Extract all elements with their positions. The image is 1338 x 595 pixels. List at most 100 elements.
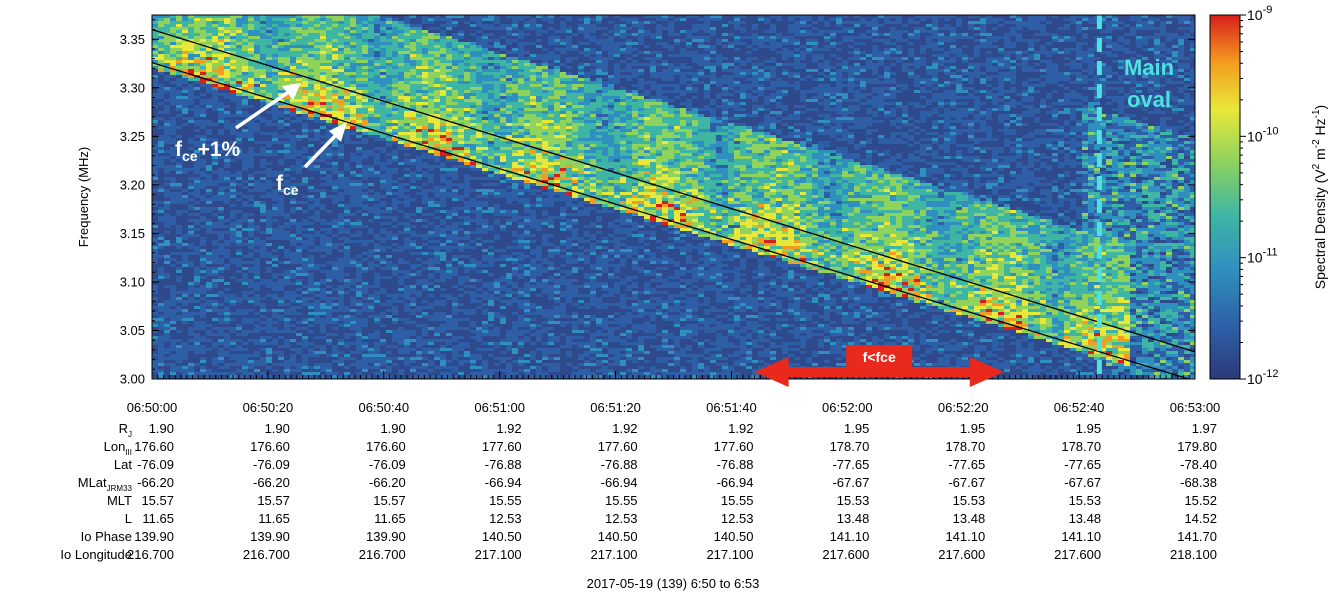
heatmap-cell xyxy=(248,96,254,99)
heatmap-cell xyxy=(464,21,470,24)
heatmap-cell xyxy=(404,117,410,120)
heatmap-cell xyxy=(392,96,398,99)
heatmap-cell xyxy=(470,111,476,114)
heatmap-cell xyxy=(332,222,338,225)
heatmap-cell xyxy=(206,48,212,51)
heatmap-cell xyxy=(230,189,236,192)
heatmap-cell xyxy=(338,249,344,252)
heatmap-cell xyxy=(176,39,182,42)
heatmap-cell xyxy=(290,147,296,150)
heatmap-cell xyxy=(296,30,302,33)
heatmap-cell xyxy=(218,66,224,69)
heatmap-cell xyxy=(434,246,440,249)
heatmap-cell xyxy=(392,141,398,144)
heatmap-cell xyxy=(200,45,206,48)
heatmap-cell xyxy=(476,102,482,105)
heatmap-cell xyxy=(224,153,230,156)
heatmap-cell xyxy=(476,354,482,357)
heatmap-cell xyxy=(380,45,386,48)
heatmap-cell xyxy=(200,126,206,129)
heatmap-cell xyxy=(392,267,398,270)
heatmap-cell xyxy=(170,33,176,36)
heatmap-cell xyxy=(266,48,272,51)
heatmap-cell xyxy=(392,264,398,267)
heatmap-cell xyxy=(452,63,458,66)
heatmap-cell xyxy=(368,39,374,42)
heatmap-cell xyxy=(398,135,404,138)
heatmap-cell xyxy=(194,63,200,66)
heatmap-cell xyxy=(278,183,284,186)
heatmap-cell xyxy=(296,54,302,57)
heatmap-cell xyxy=(506,294,512,297)
heatmap-cell xyxy=(470,198,476,201)
heatmap-cell xyxy=(296,39,302,42)
heatmap-cell xyxy=(296,99,302,102)
heatmap-cell xyxy=(506,222,512,225)
heatmap-cell xyxy=(434,144,440,147)
heatmap-cell xyxy=(314,102,320,105)
heatmap-cell xyxy=(410,57,416,60)
heatmap-cell xyxy=(494,81,500,84)
heatmap-cell xyxy=(494,66,500,69)
heatmap-cell xyxy=(458,228,464,231)
heatmap-cell xyxy=(284,363,290,366)
heatmap-cell xyxy=(242,357,248,360)
heatmap-cell xyxy=(164,123,170,126)
heatmap-cell xyxy=(368,231,374,234)
heatmap-cell xyxy=(440,234,446,237)
heatmap-cell xyxy=(368,21,374,24)
heatmap-cell xyxy=(500,264,506,267)
heatmap-cell xyxy=(296,135,302,138)
heatmap-cell xyxy=(368,333,374,336)
heatmap-cell xyxy=(230,18,236,21)
heatmap-cell xyxy=(248,165,254,168)
heatmap-cell xyxy=(248,57,254,60)
heatmap-cell xyxy=(230,141,236,144)
heatmap-cell xyxy=(362,375,368,378)
heatmap-cell xyxy=(362,207,368,210)
heatmap-cell xyxy=(182,63,188,66)
heatmap-cell xyxy=(458,120,464,123)
heatmap-cell xyxy=(422,225,428,228)
heatmap-cell xyxy=(176,228,182,231)
heatmap-cell xyxy=(422,147,428,150)
heatmap-cell xyxy=(254,96,260,99)
heatmap-cell xyxy=(272,36,278,39)
heatmap-cell xyxy=(350,45,356,48)
heatmap-cell xyxy=(164,216,170,219)
heatmap-cell xyxy=(488,99,494,102)
heatmap-cell xyxy=(476,153,482,156)
heatmap-cell xyxy=(206,270,212,273)
heatmap-cell xyxy=(284,249,290,252)
heatmap-cell xyxy=(434,78,440,81)
heatmap-cell xyxy=(182,36,188,39)
heatmap-cell xyxy=(320,150,326,153)
heatmap-cell xyxy=(410,63,416,66)
heatmap-cell xyxy=(260,84,266,87)
heatmap-cell xyxy=(170,222,176,225)
heatmap-cell xyxy=(380,42,386,45)
heatmap-cell xyxy=(164,90,170,93)
heatmap-cell xyxy=(284,318,290,321)
heatmap-cell xyxy=(482,129,488,132)
heatmap-cell xyxy=(464,342,470,345)
heatmap-cell xyxy=(356,150,362,153)
heatmap-cell xyxy=(260,21,266,24)
heatmap-cell xyxy=(452,96,458,99)
heatmap-cell xyxy=(266,279,272,282)
heatmap-cell xyxy=(194,159,200,162)
heatmap-cell xyxy=(344,141,350,144)
heatmap-cell xyxy=(380,84,386,87)
heatmap-cell xyxy=(308,237,314,240)
heatmap-cell xyxy=(452,345,458,348)
heatmap-cell xyxy=(308,30,314,33)
heatmap-cell xyxy=(308,36,314,39)
heatmap-cell xyxy=(182,75,188,78)
heatmap-cell xyxy=(176,354,182,357)
heatmap-cell xyxy=(494,258,500,261)
heatmap-cell xyxy=(476,21,482,24)
heatmap-cell xyxy=(176,57,182,60)
heatmap-cell xyxy=(200,108,206,111)
heatmap-cell xyxy=(320,327,326,330)
heatmap-cell xyxy=(158,96,164,99)
